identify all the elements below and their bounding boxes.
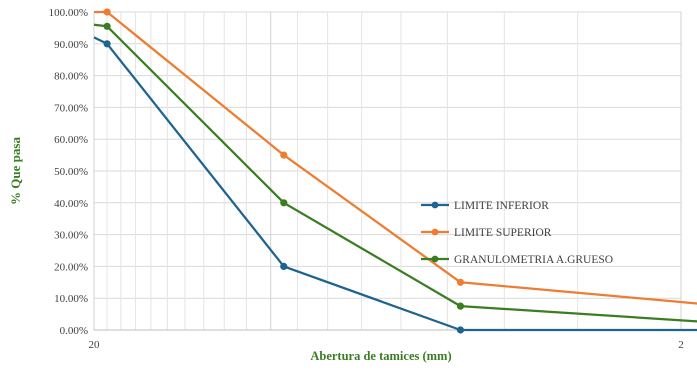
data-point	[456, 326, 465, 334]
y-tick-label: 70.00%	[54, 102, 88, 114]
data-point	[456, 302, 465, 310]
data-point	[103, 40, 111, 48]
y-axis-title: % Que pasa	[8, 137, 23, 205]
legend-label: LIMITE INFERIOR	[454, 200, 549, 212]
x-tick-label: 2	[678, 339, 684, 351]
x-tick-label: 20	[89, 339, 101, 351]
y-tick-label: 90.00%	[54, 39, 88, 51]
grid	[93, 11, 682, 331]
data-point	[103, 8, 111, 16]
y-tick-label: 100.00%	[49, 7, 88, 19]
series-group	[93, 8, 697, 334]
y-tick-label: 80.00%	[54, 71, 88, 83]
y-tick-label: 20.00%	[54, 261, 88, 273]
legend-item: GRANULOMETRIA A.GRUESO	[421, 254, 613, 266]
y-tick-labels: 0.00% 10.00% 20.00% 30.00% 40.00% 50.00% 60.00…	[49, 7, 88, 337]
y-tick-label: 0.00%	[60, 325, 88, 337]
series-2	[94, 8, 697, 305]
data-point	[280, 151, 288, 159]
data-point	[456, 278, 465, 286]
legend-item: LIMITE INFERIOR	[421, 200, 549, 212]
legend-label: GRANULOMETRIA A.GRUESO	[454, 254, 613, 266]
series-3	[93, 22, 697, 323]
legend-item: LIMITE SUPERIOR	[421, 227, 552, 239]
data-point	[280, 199, 288, 207]
y-tick-label: 50.00%	[54, 166, 88, 178]
y-tick-label: 60.00%	[54, 134, 88, 146]
series-1	[93, 36, 697, 334]
data-point	[280, 262, 288, 270]
y-tick-label: 10.00%	[54, 293, 88, 305]
y-tick-label: 30.00%	[54, 230, 88, 242]
legend-label: LIMITE SUPERIOR	[454, 227, 552, 239]
legend-swatch-marker	[431, 255, 439, 263]
y-tick-label: 40.00%	[54, 198, 88, 210]
legend-swatch-marker	[431, 201, 439, 209]
x-tick-labels: 20 2	[89, 339, 684, 351]
data-point	[103, 22, 111, 30]
legend-swatch-marker	[431, 228, 439, 236]
legend: LIMITE INFERIOR LIMITE SUPERIOR GRANULOMET…	[421, 200, 613, 266]
x-axis-title: Abertura de tamices (mm)	[310, 349, 451, 363]
